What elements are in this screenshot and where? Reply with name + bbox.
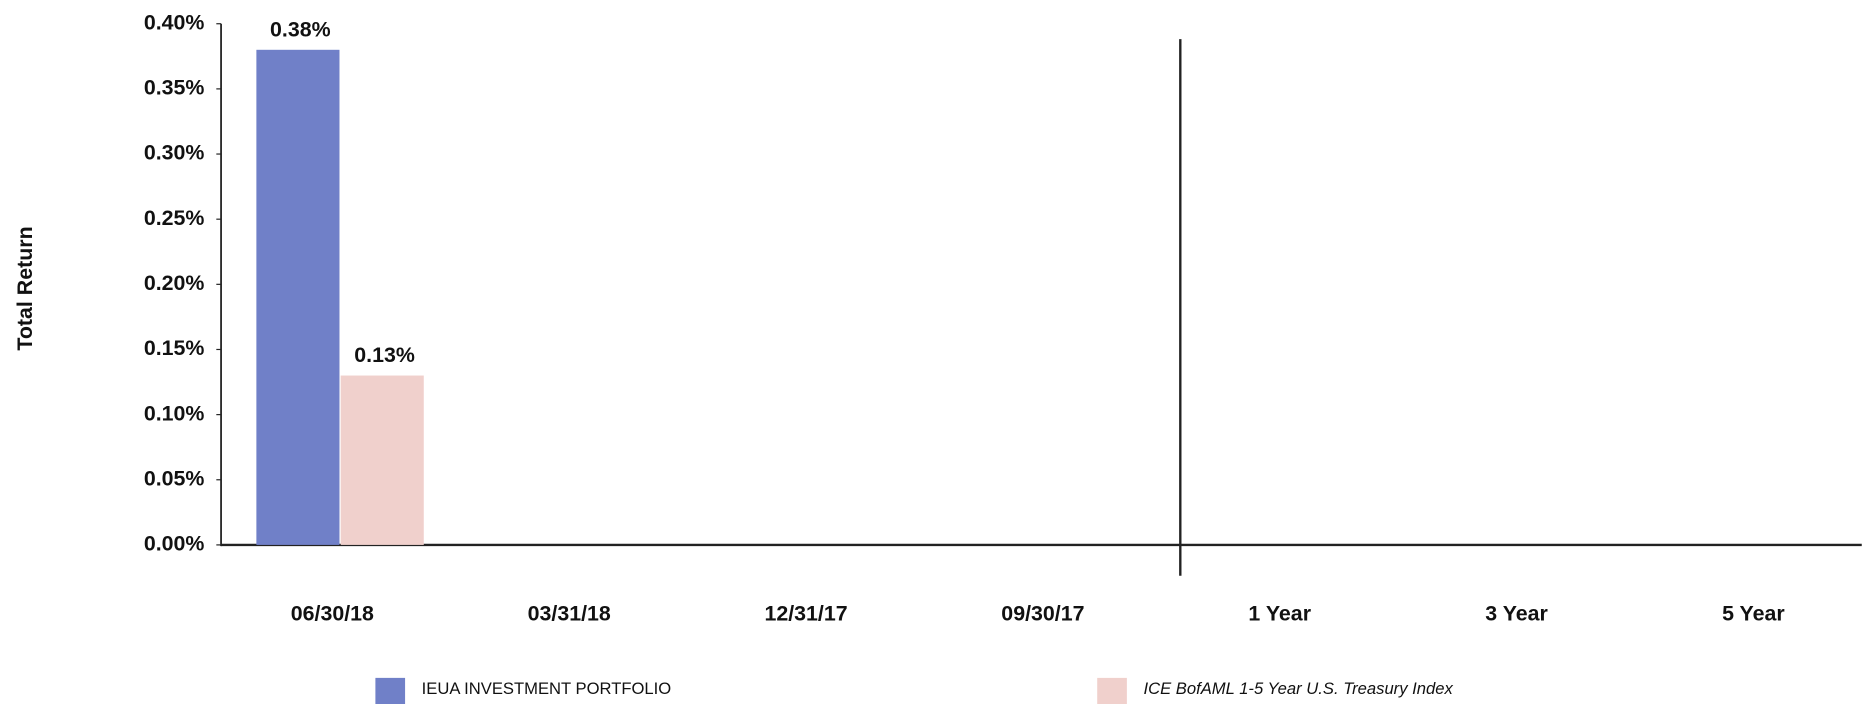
y-tick-label: 0.35%: [144, 76, 205, 100]
y-axis-label: Total Return: [13, 226, 37, 350]
y-tick-label: 0.30%: [144, 141, 205, 165]
legend-swatch: [375, 677, 406, 704]
bar: [256, 49, 340, 545]
bar: [340, 375, 424, 545]
y-tick-label: 0.10%: [144, 401, 205, 425]
y-tick-label: 0.25%: [144, 206, 205, 230]
y-tick-label: 0.20%: [144, 271, 205, 295]
y-tick-label: 0.05%: [144, 466, 205, 490]
legend-label: ICE BofAML 1-5 Year U.S. Treasury Index: [1144, 679, 1454, 698]
x-tick-label: 12/31/17: [764, 602, 847, 626]
x-tick-label: 06/30/18: [291, 602, 374, 626]
data-label: 0.13%: [354, 343, 415, 367]
y-tick-label: 0.00%: [144, 532, 205, 556]
x-tick-label: 03/31/18: [528, 602, 611, 626]
data-label: 0.38%: [270, 17, 331, 41]
x-tick-label: 3 Year: [1485, 602, 1548, 626]
y-tick-label: 0.15%: [144, 336, 205, 360]
x-tick-label: 09/30/17: [1001, 602, 1084, 626]
legend-label: IEUA INVESTMENT PORTFOLIO: [422, 679, 672, 698]
x-tick-label: 1 Year: [1248, 602, 1311, 626]
y-tick-label: 0.40%: [144, 10, 205, 34]
x-tick-label: 5 Year: [1722, 602, 1785, 626]
legend-swatch: [1097, 677, 1127, 704]
